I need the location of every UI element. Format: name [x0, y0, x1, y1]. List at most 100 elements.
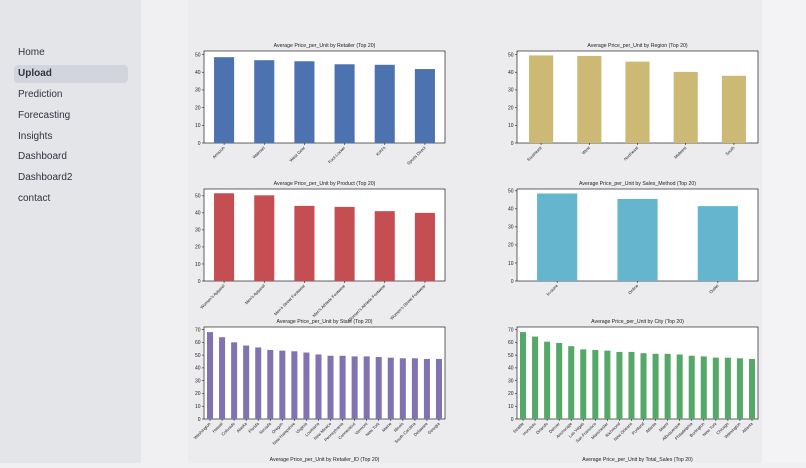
- bar-sports-direct: [414, 69, 435, 143]
- x-tick-label: Georgia: [427, 421, 442, 436]
- sidebar: Home Upload Prediction Forecasting Insights D…: [0, 0, 141, 463]
- bar-new-york: [375, 357, 382, 419]
- chart-title: Average Price_per_Unit by State (Top 20): [277, 319, 373, 325]
- y-tick-label: 0: [198, 417, 201, 423]
- sidebar-item-upload[interactable]: Upload: [14, 64, 128, 83]
- chart-title: Average Price_per_Unit by Retailer_ID (T…: [270, 457, 380, 463]
- sidebar-item-home[interactable]: Home: [18, 47, 45, 58]
- bar-atlanta: [748, 358, 755, 419]
- y-tick-label: 20: [195, 391, 201, 397]
- bar-anchorage: [568, 346, 575, 419]
- chart-title: Average Price_per_Unit by Region (Top 20…: [587, 43, 688, 49]
- bar-atlanta: [652, 353, 659, 419]
- y-tick-label: 60: [508, 340, 514, 346]
- x-tick-label: Colorado: [220, 421, 236, 437]
- y-tick-label: 30: [508, 378, 514, 384]
- bar-men-s-athletic-footwear: [334, 206, 355, 281]
- chart-3: Average Price_per_Unit by Product (Top 2…: [195, 181, 446, 323]
- bar-outlet: [697, 206, 738, 281]
- y-tick-label: 30: [508, 88, 514, 94]
- bar-nevada: [267, 350, 274, 419]
- x-tick-label: Atlanta: [645, 421, 658, 434]
- chart-title: Average Price_per_Unit by Sales_Method (…: [579, 181, 696, 187]
- chart-5: Average Price_per_Unit by State (Top 20)…: [193, 319, 446, 446]
- plot-area: [203, 326, 446, 420]
- x-tick-label: Orlando: [535, 421, 550, 436]
- x-tick-label: Women's Athletic Footwear: [347, 283, 387, 323]
- chart-7: Average Price_per_Unit by Retailer_ID (T…: [270, 457, 380, 463]
- bar-women-s-apparel: [214, 193, 235, 281]
- bar-denver: [556, 342, 563, 419]
- bar-walmart: [254, 60, 275, 144]
- bar-northeast: [625, 61, 650, 143]
- x-tick-label: Maine: [381, 421, 393, 433]
- y-tick-label: 0: [198, 279, 201, 285]
- y-tick-label: 10: [508, 123, 514, 129]
- bar-philadelphia: [688, 355, 695, 419]
- y-tick-label: 20: [508, 391, 514, 397]
- y-tick-label: 10: [195, 404, 201, 410]
- chart-title: Average Price_per_Unit by Retailer (Top …: [274, 43, 376, 49]
- x-tick-label: South: [724, 145, 736, 157]
- sidebar-item-insights[interactable]: Insights: [18, 130, 53, 142]
- bar-maine: [387, 357, 394, 419]
- bar-manchester: [604, 350, 611, 419]
- y-tick-label: 40: [195, 211, 201, 217]
- bar-chicago: [724, 357, 731, 419]
- plot-area: [203, 188, 446, 282]
- x-tick-label: Online: [627, 283, 640, 296]
- bar-seattle: [520, 332, 527, 419]
- y-tick-label: 30: [508, 225, 514, 231]
- sidebar-item-dashboard2[interactable]: Dashboard2: [18, 172, 73, 184]
- bar-san-francisco: [592, 350, 599, 419]
- x-tick-label: Women's Apparel: [199, 283, 226, 310]
- main-area: Average Price_per_Unit by Retailer (Top …: [141, 0, 806, 463]
- y-tick-label: 70: [195, 327, 201, 333]
- y-tick-label: 20: [508, 243, 514, 249]
- bar-new-hampshire: [291, 351, 298, 419]
- bar-burlington: [700, 356, 707, 419]
- x-tick-label: Nevada: [258, 421, 272, 435]
- bar-las-vegas: [580, 349, 587, 419]
- bar-orlando: [544, 341, 551, 419]
- sidebar-item-forecasting[interactable]: Forecasting: [18, 109, 71, 121]
- y-tick-label: 0: [198, 141, 201, 147]
- x-tick-label: New York: [364, 421, 381, 438]
- bar-in-store: [537, 193, 578, 281]
- bar-washington: [207, 332, 214, 419]
- x-tick-label: Kohl's: [375, 145, 387, 157]
- y-tick-label: 50: [508, 189, 514, 195]
- x-tick-label: Southeast: [526, 145, 543, 162]
- x-tick-label: In-store: [545, 283, 559, 297]
- x-tick-label: Sports Direct: [406, 145, 427, 166]
- sidebar-item-contact[interactable]: contact: [18, 193, 51, 205]
- y-tick-label: 40: [508, 70, 514, 76]
- x-tick-label: Washington: [193, 421, 213, 441]
- bar-new-orleans: [628, 351, 635, 419]
- bar-men-s-street-footwear: [294, 205, 315, 281]
- chart-4: Average Price_per_Unit by Sales_Method (…: [508, 181, 759, 297]
- sidebar-item-prediction[interactable]: Prediction: [18, 88, 63, 100]
- chart-title: Average Price_per_Unit by Total_Sales (T…: [582, 457, 693, 463]
- plot-area: [203, 50, 446, 144]
- y-tick-label: 50: [195, 194, 201, 200]
- sidebar-item-dashboard[interactable]: Dashboard: [18, 151, 67, 163]
- bar-colorado: [231, 342, 238, 419]
- y-tick-label: 50: [508, 52, 514, 58]
- y-tick-label: 50: [508, 353, 514, 359]
- bar-new-york: [712, 357, 719, 419]
- chart-8: Average Price_per_Unit by Total_Sales (T…: [582, 457, 693, 463]
- y-tick-label: 40: [195, 366, 201, 372]
- y-tick-label: 10: [195, 262, 201, 268]
- bar-online: [617, 198, 658, 281]
- x-tick-label: Women's Street Footwear: [389, 283, 427, 321]
- right-margin: [762, 0, 806, 463]
- x-tick-label: Illinois: [393, 421, 405, 433]
- y-tick-label: 50: [195, 52, 201, 58]
- x-tick-label: New York: [701, 421, 718, 438]
- bar-amazon: [214, 57, 235, 143]
- bar-men-s-apparel: [254, 195, 275, 281]
- x-tick-label: Portland: [631, 421, 646, 436]
- bar-miami: [664, 353, 671, 419]
- bar-south-carolina: [411, 358, 418, 419]
